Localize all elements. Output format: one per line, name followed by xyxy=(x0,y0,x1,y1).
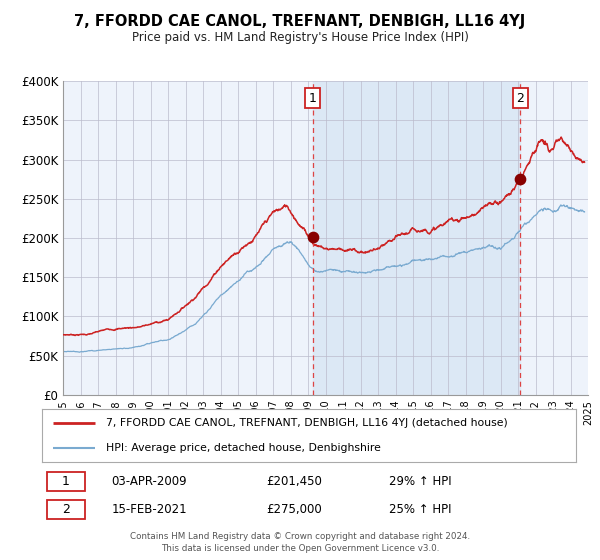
Point xyxy=(308,232,317,241)
Text: 7, FFORDD CAE CANOL, TREFNANT, DENBIGH, LL16 4YJ (detached house): 7, FFORDD CAE CANOL, TREFNANT, DENBIGH, … xyxy=(106,418,508,428)
Text: 03-APR-2009: 03-APR-2009 xyxy=(112,475,187,488)
Text: 2: 2 xyxy=(516,92,524,105)
Text: HPI: Average price, detached house, Denbighshire: HPI: Average price, detached house, Denb… xyxy=(106,442,381,452)
Text: 29% ↑ HPI: 29% ↑ HPI xyxy=(389,475,452,488)
Text: Price paid vs. HM Land Registry's House Price Index (HPI): Price paid vs. HM Land Registry's House … xyxy=(131,31,469,44)
Text: 1: 1 xyxy=(309,92,317,105)
Text: 7, FFORDD CAE CANOL, TREFNANT, DENBIGH, LL16 4YJ: 7, FFORDD CAE CANOL, TREFNANT, DENBIGH, … xyxy=(74,14,526,29)
Bar xyxy=(313,81,520,395)
Text: 15-FEB-2021: 15-FEB-2021 xyxy=(112,503,187,516)
Text: 1: 1 xyxy=(62,475,70,488)
Text: 25% ↑ HPI: 25% ↑ HPI xyxy=(389,503,452,516)
Text: £201,450: £201,450 xyxy=(266,475,322,488)
FancyBboxPatch shape xyxy=(47,500,85,520)
Text: Contains HM Land Registry data © Crown copyright and database right 2024.
This d: Contains HM Land Registry data © Crown c… xyxy=(130,533,470,553)
FancyBboxPatch shape xyxy=(47,472,85,492)
Text: 2: 2 xyxy=(62,503,70,516)
Point xyxy=(515,175,525,184)
Text: £275,000: £275,000 xyxy=(266,503,322,516)
